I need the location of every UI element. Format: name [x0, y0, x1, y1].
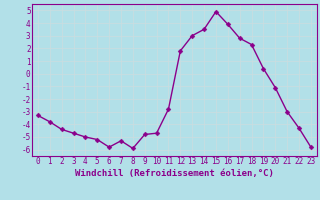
- X-axis label: Windchill (Refroidissement éolien,°C): Windchill (Refroidissement éolien,°C): [75, 169, 274, 178]
